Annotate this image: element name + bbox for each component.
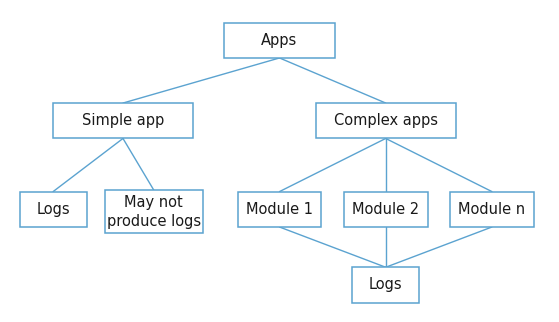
Text: Simple app: Simple app [82,113,164,128]
FancyBboxPatch shape [352,267,419,303]
FancyBboxPatch shape [344,192,428,227]
Text: Module 2: Module 2 [352,202,419,217]
FancyBboxPatch shape [53,103,193,138]
Text: Logs: Logs [36,202,70,217]
Text: Module 1: Module 1 [246,202,313,217]
FancyBboxPatch shape [105,190,203,233]
Text: May not
produce logs: May not produce logs [107,195,201,229]
FancyBboxPatch shape [316,103,456,138]
Text: Logs: Logs [369,278,402,292]
FancyBboxPatch shape [20,192,87,227]
Text: Module n: Module n [458,202,525,217]
FancyBboxPatch shape [224,23,335,58]
Text: Complex apps: Complex apps [334,113,438,128]
Text: Apps: Apps [262,33,297,48]
FancyBboxPatch shape [238,192,321,227]
FancyBboxPatch shape [450,192,534,227]
